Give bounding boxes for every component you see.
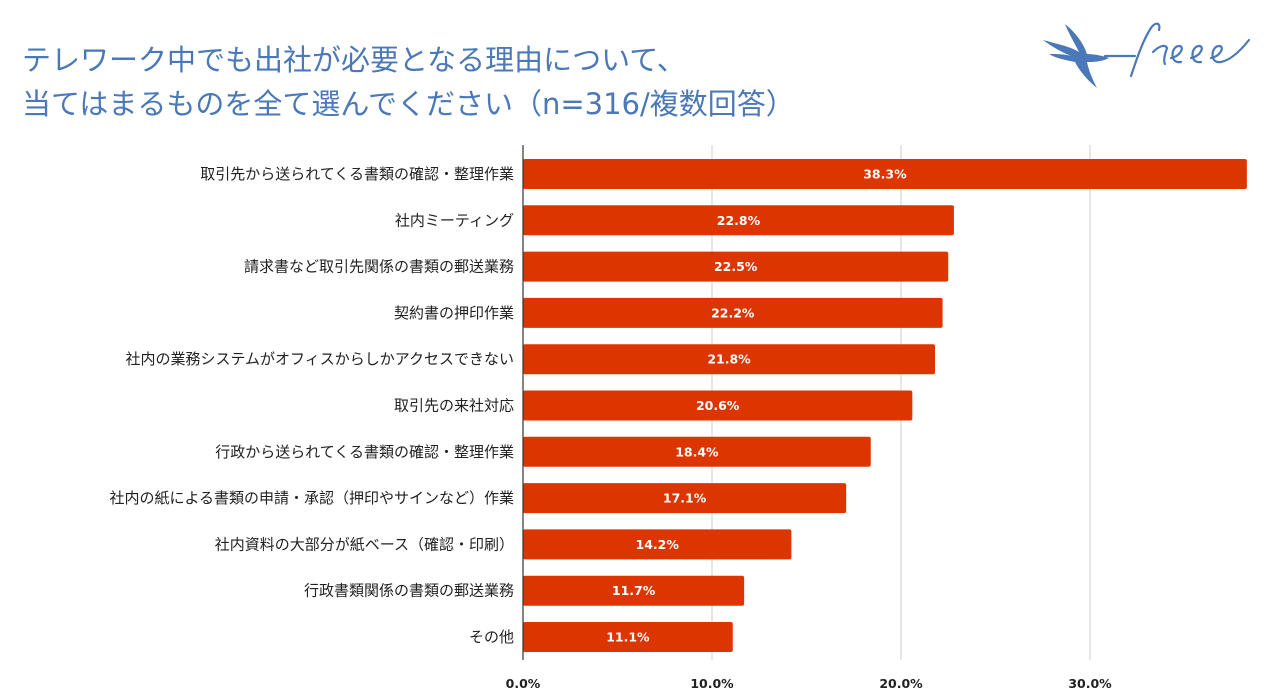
category-label: 行政から送られてくる書類の確認・整理作業 — [215, 443, 514, 461]
bar-value-label: 22.2% — [711, 305, 755, 320]
bar-value-label: 22.8% — [717, 213, 761, 228]
bar — [523, 297, 943, 328]
bar-value-label: 18.4% — [675, 444, 719, 459]
bar-layer — [523, 159, 1247, 652]
x-tick-label: 10.0% — [690, 676, 734, 691]
bar-value-label: 17.1% — [663, 491, 707, 506]
category-label: 取引先の来社対応 — [394, 397, 514, 415]
category-label: 社内ミーティング — [395, 211, 514, 229]
chart-title: テレワーク中でも出社が必要となる理由について、 当てはまるものを全て選んでくださ… — [22, 38, 982, 126]
category-label: その他 — [469, 628, 514, 646]
freee-logo: freee — [1043, 22, 1251, 88]
bar — [523, 159, 1247, 189]
swallow-icon — [1043, 24, 1109, 88]
chart-title-line-2: 当てはまるものを全て選んでください（n=316/複数回答） — [22, 87, 795, 121]
bar — [523, 436, 871, 467]
bar-value-label: 22.5% — [714, 259, 758, 274]
bar-value-label: 11.1% — [606, 630, 650, 645]
bar — [523, 344, 936, 375]
bar-value-label: 21.8% — [707, 352, 751, 367]
bar-value-label: 14.2% — [636, 537, 680, 552]
bar — [523, 251, 949, 282]
bar — [523, 622, 733, 652]
label-layer: 38.3% 取引先から送られてくる書類の確認・整理作業 22.8% 社内ミーティング 2… — [109, 165, 907, 646]
category-label: 請求書など取引先関係の書類の郵送業務 — [244, 258, 514, 276]
category-label: 取引先から送られてくる書類の確認・整理作業 — [200, 165, 514, 183]
bar — [523, 483, 847, 514]
bar-value-label: 20.6% — [696, 398, 740, 413]
x-tick-label: 20.0% — [879, 676, 923, 691]
bar — [523, 575, 745, 606]
axis-layer: 0.0% 10.0% 20.0% 30.0% — [506, 145, 1112, 691]
x-tick-label: 30.0% — [1068, 676, 1112, 691]
x-tick-label: 0.0% — [506, 676, 541, 691]
bar — [523, 529, 792, 560]
category-label: 社内の紙による書類の申請・承認（押印やサインなど）作業 — [109, 489, 514, 507]
category-label: 社内の業務システムがオフィスからしかアクセスできない — [125, 350, 514, 368]
chart-title-line-1: テレワーク中でも出社が必要となる理由について、 — [22, 43, 686, 77]
bar-value-label: 38.3% — [863, 167, 907, 182]
category-label: 契約書の押印作業 — [394, 304, 514, 322]
bar — [523, 390, 913, 421]
bar — [523, 205, 954, 236]
category-label: 行政書類関係の書類の郵送業務 — [304, 582, 514, 600]
bar-value-label: 11.7% — [612, 583, 656, 598]
category-label: 社内資料の大部分が紙ベース（確認・印刷） — [215, 535, 514, 553]
